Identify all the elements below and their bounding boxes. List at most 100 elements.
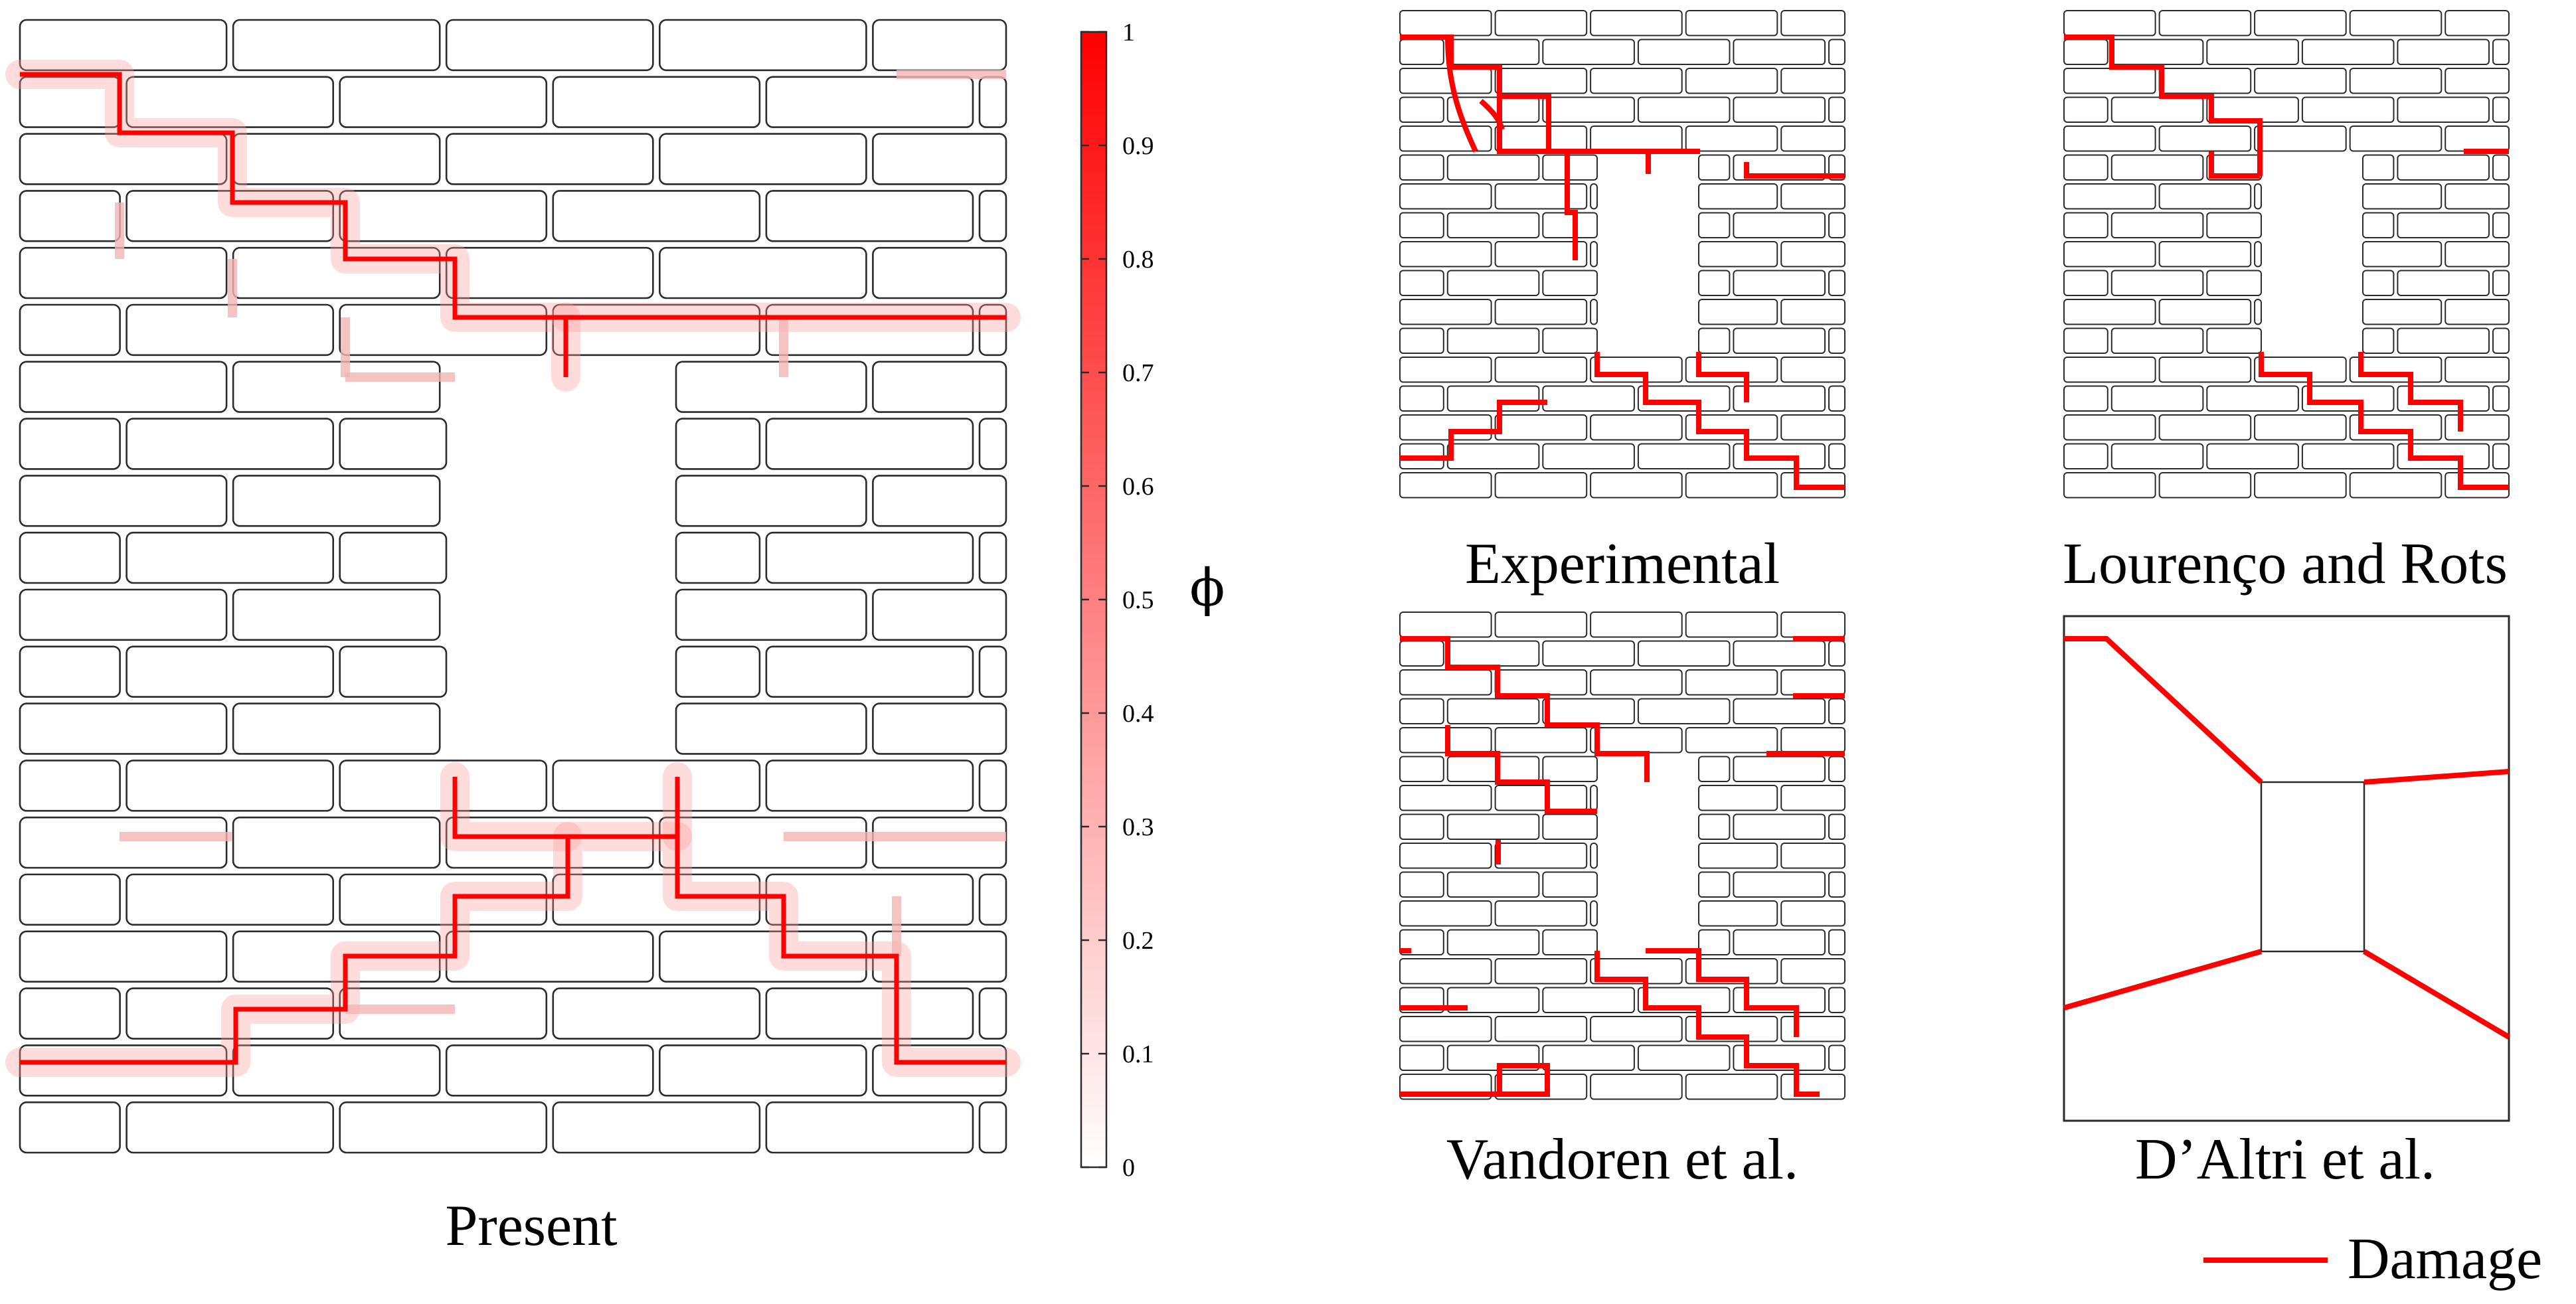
vandoren-brick xyxy=(1446,813,1540,840)
present-brick xyxy=(126,1101,335,1154)
present-brick xyxy=(552,76,761,128)
lourenco-rots-damage-paths xyxy=(2064,35,2509,490)
experimental-brick xyxy=(1542,385,1635,412)
vandoren-brick xyxy=(1446,987,1540,1013)
experimental-brick xyxy=(1698,299,1778,325)
lourenco-rots-brick xyxy=(2362,212,2395,238)
experimental-brick xyxy=(1446,212,1540,238)
vandoren-label: Vandoren et al. xyxy=(1446,1127,1798,1192)
experimental-brick xyxy=(1399,299,1492,325)
lourenco-rots-brick xyxy=(2206,385,2299,412)
present-brick xyxy=(872,475,1007,527)
lourenco-rots-brick xyxy=(2063,125,2156,152)
experimental-brick xyxy=(1399,270,1444,296)
present-brick xyxy=(126,76,335,128)
present-brick xyxy=(445,816,654,869)
lourenco-rots-brick xyxy=(2110,212,2204,238)
experimental-brick xyxy=(1446,443,1540,469)
experimental-brick xyxy=(1399,327,1444,354)
experimental-brick xyxy=(1733,96,1826,123)
vandoren-crack-lower-left xyxy=(1400,1063,1550,1097)
experimental-brick xyxy=(1685,68,1778,94)
vandoren-brick xyxy=(1446,756,1540,782)
experimental-brick xyxy=(1780,125,1846,152)
present-brick xyxy=(232,361,441,413)
experimental-brick xyxy=(1494,125,1588,152)
experimental-brick xyxy=(1542,270,1598,296)
present-brick xyxy=(126,645,335,698)
vandoren-brick xyxy=(1685,727,1778,754)
present-brick xyxy=(232,588,441,641)
experimental-brick xyxy=(1828,327,1846,354)
vandoren-brick xyxy=(1733,871,1826,898)
lourenco-rots-brick xyxy=(2492,212,2510,238)
experimental-brick xyxy=(1637,96,1731,123)
experimental-brick xyxy=(1446,39,1540,65)
lourenco-rots-brick xyxy=(2445,241,2510,268)
experimental-brick xyxy=(1399,10,1492,37)
lourenco-rots-brick xyxy=(2397,270,2490,296)
lourenco-rots-brick-wall xyxy=(2063,10,2510,499)
present-brick xyxy=(126,760,335,812)
vandoren-brick xyxy=(1542,813,1598,840)
experimental-brick xyxy=(1828,270,1846,296)
lourenco-rots-brick xyxy=(2254,241,2263,268)
lourenco-rots-brick xyxy=(2158,10,2252,37)
colorbar-tick-label: 0.2 xyxy=(1122,927,1154,955)
experimental-brick xyxy=(1698,212,1731,238)
lourenco-rots-brick xyxy=(2445,10,2510,37)
colorbar-tick-label: 0.4 xyxy=(1122,700,1154,728)
lourenco-rots-brick xyxy=(2158,68,2252,94)
present-brick xyxy=(552,760,761,812)
lourenco-rots-brick xyxy=(2362,270,2395,296)
present-brick xyxy=(658,816,867,869)
present-brick xyxy=(339,760,548,812)
experimental-brick xyxy=(1828,212,1846,238)
experimental-brick xyxy=(1542,443,1635,469)
experimental-brick xyxy=(1399,96,1444,123)
present-brick xyxy=(19,190,121,242)
lourenco-crack-upper xyxy=(2064,35,2263,176)
lourenco-rots-brick xyxy=(2445,125,2510,152)
experimental-label: Experimental xyxy=(1465,532,1780,596)
present-brick xyxy=(872,588,1007,641)
colorbar-tick-label: 0 xyxy=(1122,1154,1135,1182)
experimental-brick xyxy=(1494,241,1588,268)
lourenco-rots-brick xyxy=(2362,299,2443,325)
present-brick xyxy=(675,531,761,584)
experimental-brick xyxy=(1637,39,1731,65)
lourenco-rots-brick xyxy=(2063,154,2108,181)
lourenco-rots-brick xyxy=(2301,96,2395,123)
present-brick xyxy=(978,873,1007,926)
present-brick xyxy=(19,873,121,926)
present-brick xyxy=(126,418,335,470)
present-brick xyxy=(978,760,1007,812)
vandoren-brick xyxy=(1698,900,1778,927)
vandoren-brick xyxy=(1399,843,1492,869)
present-brick xyxy=(675,702,867,755)
present-damage-paths xyxy=(5,60,1021,1077)
lourenco-rots-brick xyxy=(2063,385,2108,412)
experimental-brick xyxy=(1494,68,1588,94)
experimental-brick xyxy=(1733,270,1826,296)
experimental-brick xyxy=(1780,299,1846,325)
experimental-brick xyxy=(1780,68,1846,94)
present-brick xyxy=(19,987,121,1040)
vandoren-brick xyxy=(1399,900,1492,927)
experimental-crack-lower-right-2 xyxy=(1696,352,1749,402)
vandoren-brick xyxy=(1828,640,1846,667)
lourenco-rots-brick xyxy=(2063,212,2108,238)
present-brick xyxy=(658,246,867,299)
vandoren-brick xyxy=(1446,698,1540,724)
present-label: Present xyxy=(445,1194,617,1258)
present-brick xyxy=(552,987,761,1040)
vandoren-brick xyxy=(1494,843,1588,869)
experimental-brick xyxy=(1590,125,1683,152)
colorbar-tick-label: 0.9 xyxy=(1122,132,1154,160)
experimental-brick xyxy=(1590,241,1598,268)
vandoren-brick xyxy=(1733,698,1826,724)
present-brick xyxy=(19,19,228,72)
vandoren-brick xyxy=(1828,698,1846,724)
lourenco-rots-brick xyxy=(2254,357,2347,383)
lourenco-rots-brick xyxy=(2063,299,2156,325)
